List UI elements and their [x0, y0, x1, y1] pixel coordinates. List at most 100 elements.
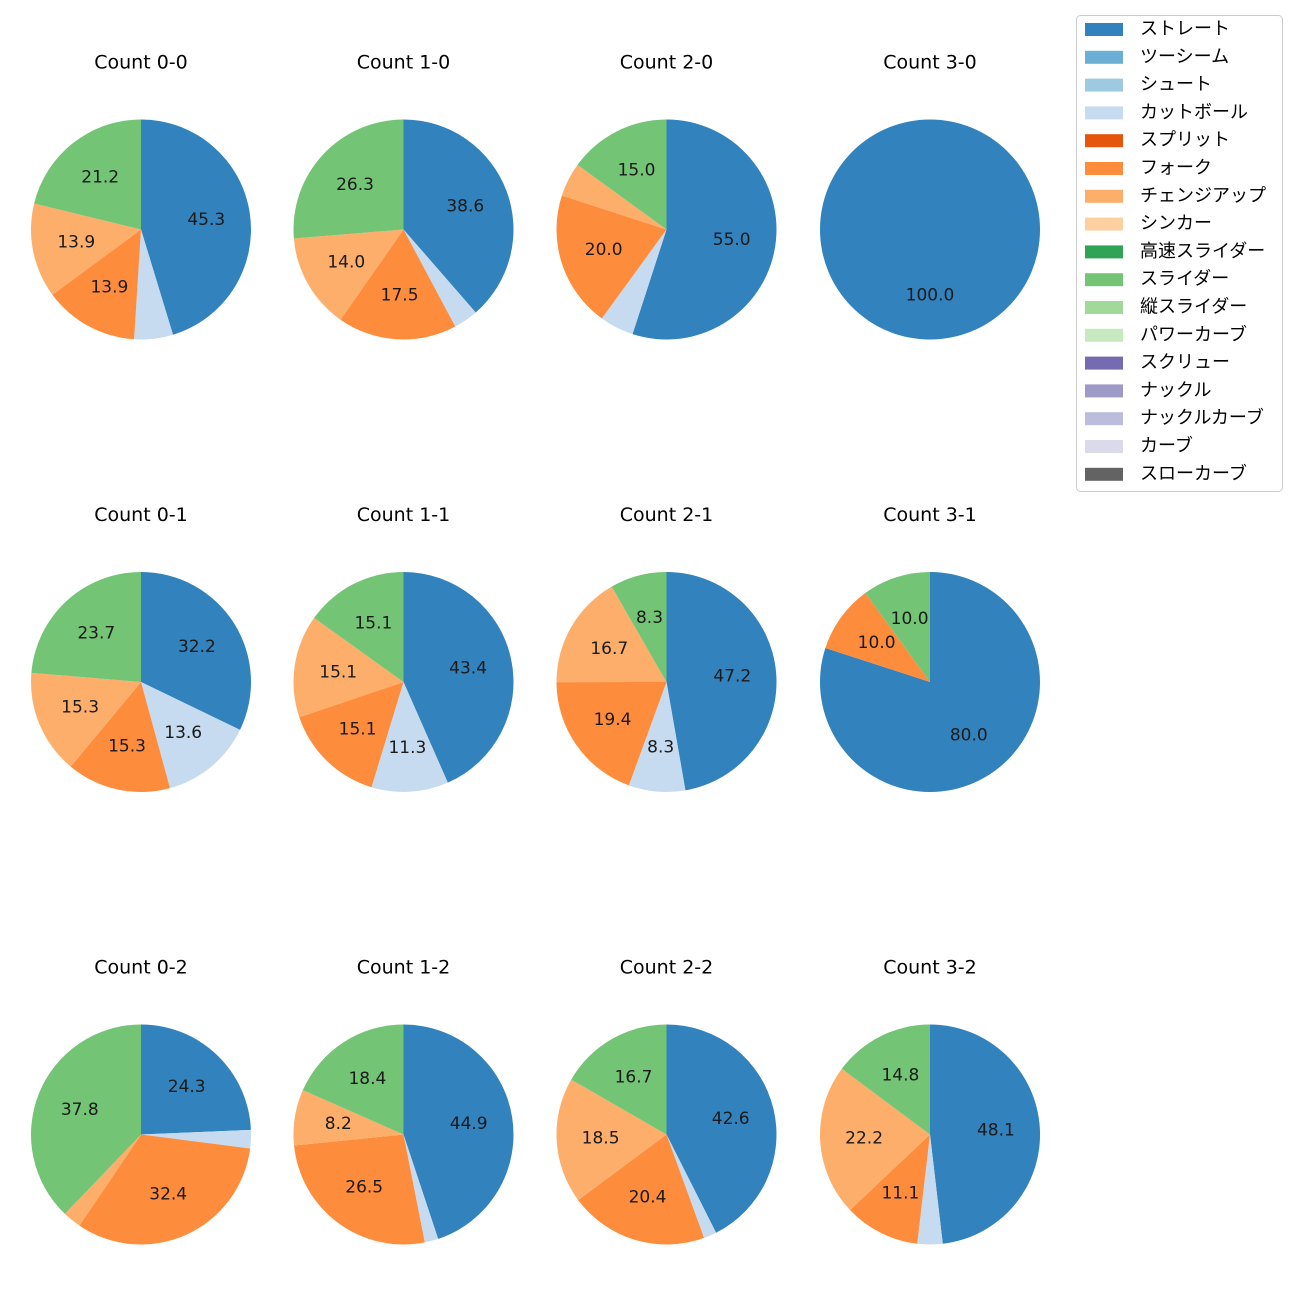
panel-title: Count 2-1: [620, 504, 714, 526]
slice-label: 11.3: [388, 738, 426, 758]
pie-slice: [556, 195, 667, 319]
slice-label: 10.0: [891, 609, 929, 629]
slice-label: 21.2: [81, 168, 119, 188]
pie-slice: [293, 229, 404, 320]
panel-title: Count 0-1: [94, 504, 188, 526]
legend-swatch: [1085, 23, 1123, 36]
slice-label: 15.3: [108, 737, 146, 757]
legend-swatch: [1085, 356, 1123, 370]
legend-label: スローカーブ: [1140, 462, 1247, 484]
pie-slice: [70, 682, 170, 792]
legend-swatch: [1085, 467, 1123, 481]
pie-slice: [403, 119, 514, 313]
slice-label: 13.9: [90, 277, 128, 297]
pie-slice: [819, 572, 1040, 792]
pie-slice: [79, 1134, 251, 1245]
pie-slice: [31, 572, 142, 682]
legend-swatch: [1085, 273, 1123, 287]
legend-swatch: [1085, 78, 1123, 92]
slice-label: 80.0: [950, 725, 988, 745]
legend-label: パワーカーブ: [1140, 323, 1247, 345]
pie-panel: Count 1-2 44.9 26.5 8.2 18.4: [293, 957, 514, 1245]
slice-label: 43.4: [449, 658, 487, 678]
pie-slice: [141, 682, 241, 789]
legend-label: カットボール: [1140, 102, 1248, 123]
pie-slice: [841, 1024, 930, 1135]
legend-label: ナックル: [1140, 380, 1211, 401]
slice-label: 45.3: [187, 210, 225, 230]
legend-label: ナックルカーブ: [1140, 407, 1264, 429]
slice-label: 32.4: [149, 1185, 187, 1205]
pie-slice: [917, 1134, 943, 1245]
slice-label: 26.3: [336, 175, 374, 195]
pie-slice: [820, 119, 1040, 340]
pie-panel: Count 3-0 100.0: [820, 52, 1040, 340]
pie-slice: [666, 1024, 777, 1233]
slice-label: 14.0: [327, 252, 365, 272]
slice-label: 16.7: [590, 639, 628, 659]
panel-title: Count 3-0: [883, 52, 977, 74]
legend-swatch: [1085, 134, 1123, 148]
slice-label: 18.4: [348, 1069, 386, 1089]
slice-label: 13.6: [164, 723, 202, 743]
pie-slice: [64, 1134, 141, 1226]
slice-label: 44.9: [450, 1114, 488, 1134]
legend-label: スクリュー: [1140, 352, 1230, 373]
pie-panel: Count 3-2 48.1 11.1 22.2 14.8: [820, 957, 1041, 1245]
legend-frame: [1076, 15, 1283, 492]
legend-swatch: [1085, 50, 1123, 64]
legend-label: シンカー: [1140, 213, 1212, 234]
legend-swatch: [1085, 189, 1123, 203]
legend-swatch: [1085, 106, 1123, 120]
pie-slice: [299, 682, 404, 788]
panel-title: Count 3-1: [883, 504, 977, 526]
slice-label: 15.3: [61, 698, 99, 718]
slice-label: 24.3: [168, 1077, 206, 1097]
pie-slice: [403, 229, 476, 327]
pie-slice: [556, 682, 667, 786]
legend-label: スライダー: [1140, 269, 1229, 290]
legend-label: ツーシーム: [1140, 46, 1229, 67]
pie-slice: [556, 586, 667, 683]
panel-title: Count 1-1: [357, 504, 451, 526]
pie-slice: [141, 1129, 251, 1149]
slice-label: 100.0: [906, 286, 955, 306]
slice-label: 16.7: [615, 1067, 653, 1087]
pie-slice: [134, 229, 174, 340]
pie-panel: Count 0-1 32.2 13.6 15.3 15.3 23.7: [31, 504, 251, 792]
pie-panels: Count 0-0 45.3 13.9 13.9 21.2 Count 1-0 38.6 17…: [30, 52, 1041, 1245]
pie-panel: Count 1-1 43.4 11.3 15.1 15.1 15.1: [293, 504, 514, 793]
pie-slice: [314, 572, 404, 682]
legend-label: 高速スライダー: [1140, 241, 1265, 262]
legend-label: フォーク: [1140, 158, 1212, 179]
legend-swatch: [1085, 162, 1123, 175]
pie-slice: [571, 1024, 667, 1135]
legend-swatch: [1085, 245, 1123, 259]
pie-slice: [865, 572, 930, 682]
pie-slice: [293, 617, 404, 718]
pie-slice: [561, 164, 667, 230]
slice-label: 32.2: [178, 637, 216, 657]
pie-slice: [52, 229, 141, 340]
pie-slice: [31, 672, 142, 767]
legend-swatch: [1085, 301, 1123, 314]
slice-label: 55.0: [713, 230, 751, 250]
pie-panel: Count 2-0 55.0 20.0 15.0: [556, 52, 777, 340]
slice-label: 15.0: [618, 161, 656, 181]
legend-label: カーブ: [1140, 435, 1193, 457]
pie-slice: [930, 1024, 1041, 1244]
pie-slice: [30, 1024, 142, 1214]
legend-label: チェンジアップ: [1140, 185, 1266, 206]
legend-label: 縦スライダー: [1140, 297, 1247, 318]
pie-slice: [403, 1134, 439, 1243]
slice-label: 20.0: [585, 240, 623, 260]
pie-slice: [577, 119, 667, 230]
pie-slice: [820, 1068, 930, 1210]
pie-slice: [294, 1134, 425, 1245]
slice-label: 47.2: [713, 666, 751, 686]
pie-panel: Count 2-2 42.6 20.4 18.5 16.7: [556, 957, 777, 1245]
pie-slice: [666, 572, 777, 791]
slice-label: 15.1: [319, 662, 357, 682]
legend-label: スプリット: [1140, 130, 1230, 151]
